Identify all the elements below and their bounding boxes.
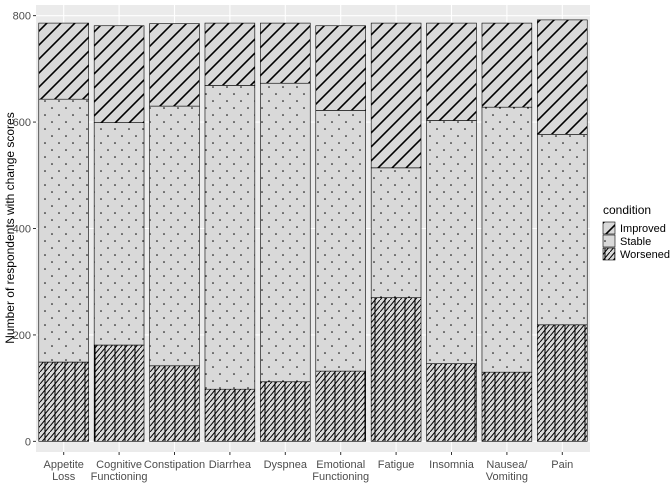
x-tick-label: Pain [551, 459, 573, 471]
bar-segment [315, 25, 366, 111]
y-tick-label: 600 [13, 117, 31, 129]
bar-segment [38, 22, 89, 100]
bar-segment [481, 22, 533, 108]
bar-segment [204, 85, 256, 390]
bar-segment [204, 388, 256, 442]
x-tick-label: Nausea/Vomiting [486, 459, 529, 483]
legend-key [602, 234, 616, 248]
x-tick-label: Diarrhea [209, 459, 252, 471]
legend-label: Stable [620, 236, 651, 248]
bar-segment [315, 110, 366, 372]
bar-segment [370, 22, 422, 169]
bar-segment [260, 381, 311, 442]
bar-segment [481, 106, 533, 373]
bar-segment [537, 19, 588, 135]
bar-segment [149, 105, 200, 367]
bar-segment [38, 98, 89, 363]
legend-key [602, 247, 616, 261]
bar-segment [537, 134, 588, 326]
bar-segment [38, 361, 89, 442]
legend-label: Improved [620, 223, 666, 235]
bar-segment [260, 82, 311, 383]
bar-segment [537, 324, 588, 442]
bar-segment [149, 365, 200, 442]
x-tick-label: Constipation [144, 459, 205, 471]
y-tick-label: 800 [13, 11, 31, 23]
x-tick-label: Appetite Loss [44, 459, 84, 483]
bar-segment [149, 23, 200, 107]
bar-segment [93, 344, 145, 442]
x-tick-label: Insomnia [429, 459, 475, 471]
bar-segment [93, 122, 145, 346]
bar-segment [204, 22, 256, 86]
bar-segment [93, 25, 145, 123]
legend-title: condition [603, 203, 651, 217]
x-tick-label: Fatigue [378, 459, 415, 471]
bar-segment [370, 167, 422, 298]
bar-segment [426, 120, 477, 364]
legend-label: Worsened [620, 249, 670, 261]
bar-segment [426, 363, 477, 442]
y-tick-label: 0 [25, 436, 31, 448]
y-tick-label: 200 [13, 330, 31, 342]
bar-segment [426, 22, 477, 121]
bar-segment [260, 22, 311, 84]
legend-key [602, 221, 616, 235]
y-axis-label: Number of respondents with change scores [3, 112, 17, 343]
x-tick-label: Dyspnea [264, 459, 308, 471]
x-tick-label: Cognitive Functioning [91, 459, 148, 483]
bar-segment [370, 297, 422, 442]
y-tick-label: 400 [13, 224, 31, 236]
bar-segment [481, 371, 533, 442]
x-tick-label: Emotional Functioning [312, 459, 369, 483]
bar-segment [315, 370, 366, 442]
